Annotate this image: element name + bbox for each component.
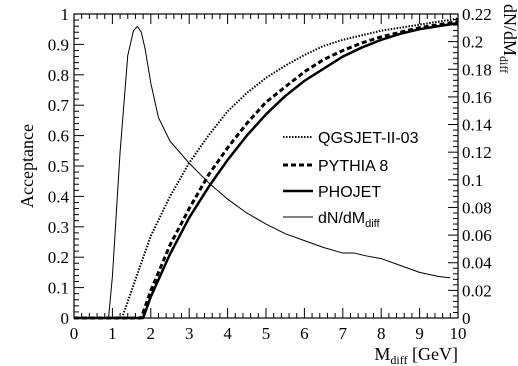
x-tick-label: 0 bbox=[70, 324, 79, 343]
tick-group: 0 1 2 3 4 5 6 7 8 9 1000.10.20.30.40.50.60.70.80.9… bbox=[48, 5, 493, 343]
legend-label-pythia: PYTHIA 8 bbox=[318, 158, 388, 175]
series-group bbox=[74, 17, 459, 320]
x-axis-title-unit: [GeV] bbox=[408, 344, 458, 364]
series-line-dndm bbox=[74, 25, 451, 319]
y-tick-label: 0.8 bbox=[48, 66, 69, 85]
y2-tick-label: 0 bbox=[462, 309, 471, 328]
legend: QGSJET-II-03 PYTHIA 8 PHOJET dN/dMdiff bbox=[283, 130, 419, 230]
y2-axis-title-sub: diff bbox=[497, 56, 511, 73]
x-tick-label: 10 bbox=[450, 324, 467, 343]
y-tick-label: 0.9 bbox=[48, 35, 69, 54]
y2-tick-label: 0.06 bbox=[462, 226, 492, 245]
y-tick-label: 0.7 bbox=[48, 96, 70, 115]
legend-label-dndm-main: dN/dM bbox=[318, 210, 365, 227]
y2-tick-label: 0.14 bbox=[462, 116, 492, 135]
x-tick-label: 3 bbox=[185, 324, 194, 343]
y-tick-label: 0 bbox=[61, 309, 70, 328]
y2-tick-label: 0.1 bbox=[462, 171, 483, 190]
y2-tick-label: 0.02 bbox=[462, 281, 492, 300]
series-line-phojet bbox=[74, 21, 459, 320]
y2-tick-label: 0.2 bbox=[462, 33, 483, 52]
x-tick-label: 2 bbox=[147, 324, 156, 343]
y-axis-title: Acceptance bbox=[17, 124, 37, 208]
legend-label-qgsjet: QGSJET-II-03 bbox=[318, 130, 419, 147]
y-tick-label: 0.4 bbox=[48, 187, 70, 206]
y2-tick-label: 0.18 bbox=[462, 60, 492, 79]
y-tick-label: 0.6 bbox=[48, 127, 69, 146]
x-axis-title-main: M bbox=[374, 344, 390, 364]
x-tick-label: 4 bbox=[223, 324, 232, 343]
x-tick-label: 7 bbox=[339, 324, 348, 343]
x-tick-label: 1 bbox=[108, 324, 117, 343]
y2-axis-title-main: dN/dM bbox=[500, 4, 518, 56]
y-tick-label: 1 bbox=[61, 5, 70, 24]
x-axis-title-sub: diff bbox=[390, 353, 407, 366]
legend-label-phojet: PHOJET bbox=[318, 184, 381, 201]
y2-tick-label: 0.04 bbox=[462, 254, 492, 273]
series-line-pythia bbox=[74, 20, 459, 320]
y2-tick-label: 0.16 bbox=[462, 88, 492, 107]
y2-tick-label: 0.08 bbox=[462, 198, 492, 217]
y-tick-label: 0.2 bbox=[48, 248, 69, 267]
series-line-qgsjet bbox=[74, 17, 459, 319]
x-tick-label: 8 bbox=[377, 324, 386, 343]
x-tick-label: 5 bbox=[262, 324, 271, 343]
x-tick-label: 9 bbox=[415, 324, 424, 343]
legend-label-dndm-sub: diff bbox=[365, 218, 380, 230]
y2-axis-title: dN/dMdiff bbox=[497, 4, 518, 73]
y2-tick-label: 0.12 bbox=[462, 143, 492, 162]
x-axis-title: Mdiff [GeV] bbox=[374, 344, 458, 366]
y2-tick-label: 0.22 bbox=[462, 5, 492, 24]
plot-frame bbox=[73, 13, 459, 319]
x-tick-label: 6 bbox=[300, 324, 309, 343]
y-tick-label: 0.5 bbox=[48, 157, 69, 176]
y-tick-label: 0.1 bbox=[48, 279, 69, 298]
y-tick-label: 0.3 bbox=[48, 218, 69, 237]
legend-label-dndm: dN/dMdiff bbox=[318, 210, 381, 230]
